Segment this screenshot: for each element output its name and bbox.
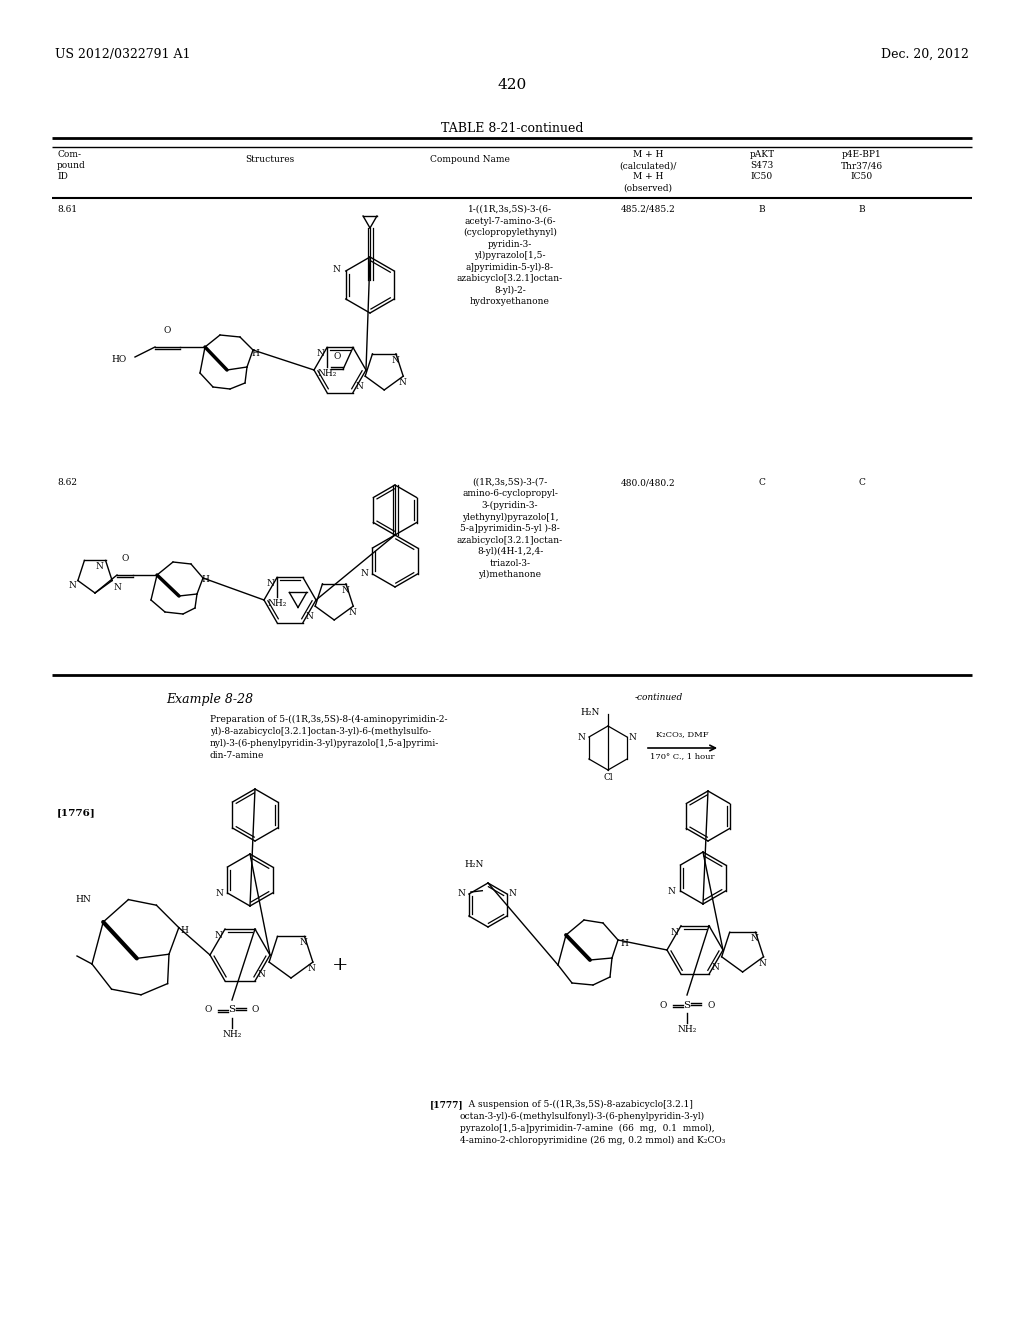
Text: pAKT
S473
IC50: pAKT S473 IC50	[750, 150, 774, 181]
Text: K₂CO₃, DMF: K₂CO₃, DMF	[655, 730, 709, 738]
Text: M + H
(calculated)/
M + H
(observed): M + H (calculated)/ M + H (observed)	[620, 150, 677, 193]
Text: N: N	[391, 356, 399, 364]
Text: S: S	[683, 1001, 690, 1010]
Text: O: O	[121, 554, 129, 564]
Text: [1777]: [1777]	[430, 1100, 464, 1109]
Text: N: N	[300, 939, 307, 948]
Text: NH₂: NH₂	[677, 1026, 696, 1034]
Text: [1776]: [1776]	[57, 808, 96, 817]
Text: H: H	[181, 925, 188, 935]
Text: HN: HN	[75, 895, 91, 904]
Text: N: N	[68, 581, 76, 590]
Text: B: B	[859, 205, 865, 214]
Text: TABLE 8-21-continued: TABLE 8-21-continued	[440, 121, 584, 135]
Text: S: S	[228, 1006, 236, 1015]
Text: A suspension of 5-((1R,3s,5S)-8-azabicyclo[3.2.1]
octan-3-yl)-6-(methylsulfonyl): A suspension of 5-((1R,3s,5S)-8-azabicyc…	[460, 1100, 725, 1144]
Text: HO: HO	[112, 355, 127, 364]
Text: N: N	[508, 890, 516, 899]
Text: N: N	[214, 931, 222, 940]
Text: N: N	[398, 379, 407, 387]
Text: O: O	[205, 1006, 212, 1015]
Text: NH₂: NH₂	[222, 1030, 242, 1039]
Text: NH₂: NH₂	[267, 599, 287, 609]
Text: N: N	[333, 264, 341, 273]
Text: N: N	[360, 569, 369, 578]
Text: +: +	[332, 956, 348, 974]
Text: N: N	[266, 579, 274, 589]
Text: 420: 420	[498, 78, 526, 92]
Text: Structures: Structures	[246, 154, 295, 164]
Text: H: H	[201, 576, 209, 585]
Text: N: N	[341, 586, 349, 595]
Text: Dec. 20, 2012: Dec. 20, 2012	[881, 48, 969, 61]
Text: NH₂: NH₂	[317, 370, 337, 379]
Text: 480.0/480.2: 480.0/480.2	[621, 478, 675, 487]
Text: N: N	[305, 611, 313, 620]
Text: N: N	[216, 888, 223, 898]
Text: US 2012/0322791 A1: US 2012/0322791 A1	[55, 48, 190, 61]
Text: B: B	[759, 205, 765, 214]
Text: N: N	[316, 350, 324, 359]
Text: 8.62: 8.62	[57, 478, 77, 487]
Text: N: N	[751, 935, 759, 944]
Text: Compound Name: Compound Name	[430, 154, 510, 164]
Text: 170° C., 1 hour: 170° C., 1 hour	[650, 752, 715, 760]
Text: Com-
pound
ID: Com- pound ID	[57, 150, 86, 181]
Text: O: O	[707, 1001, 715, 1010]
Text: O: O	[659, 1001, 667, 1010]
Text: N: N	[113, 582, 121, 591]
Text: N: N	[670, 928, 678, 937]
Text: N: N	[257, 970, 265, 979]
Text: H: H	[620, 939, 628, 948]
Text: N: N	[95, 562, 103, 572]
Text: 8.61: 8.61	[57, 205, 77, 214]
Text: Preparation of 5-((1R,3s,5S)-8-(4-aminopyrimidin-2-
yl)-8-azabicyclo[3.2.1]octan: Preparation of 5-((1R,3s,5S)-8-(4-aminop…	[210, 715, 447, 760]
Text: H₂N: H₂N	[581, 708, 600, 717]
Text: N: N	[759, 958, 766, 968]
Text: Example 8-28: Example 8-28	[167, 693, 254, 706]
Text: H: H	[251, 348, 259, 358]
Text: N: N	[457, 890, 465, 899]
Text: p4E-BP1
Thr37/46
IC50: p4E-BP1 Thr37/46 IC50	[841, 150, 883, 181]
Text: C: C	[858, 478, 865, 487]
Text: Cl: Cl	[603, 774, 612, 781]
Text: N: N	[578, 734, 585, 742]
Text: O: O	[334, 352, 341, 362]
Text: N: N	[348, 609, 356, 618]
Text: H₂N: H₂N	[464, 861, 483, 869]
Text: 1-((1R,3s,5S)-3-(6-
acetyl-7-amino-3-(6-
(cyclopropylethynyl)
pyridin-3-
yl)pyra: 1-((1R,3s,5S)-3-(6- acetyl-7-amino-3-(6-…	[457, 205, 563, 306]
Text: C: C	[759, 478, 765, 487]
Text: N: N	[668, 887, 676, 895]
Text: O: O	[252, 1006, 259, 1015]
Text: -continued: -continued	[635, 693, 683, 702]
Text: 485.2/485.2: 485.2/485.2	[621, 205, 676, 214]
Text: ((1R,3s,5S)-3-(7-
amino-6-cyclopropyl-
3-(pyridin-3-
ylethynyl)pyrazolo[1,
5-a]p: ((1R,3s,5S)-3-(7- amino-6-cyclopropyl- 3…	[457, 478, 563, 579]
Text: N: N	[308, 964, 315, 973]
Text: N: N	[628, 734, 636, 742]
Text: N: N	[711, 964, 719, 973]
Text: N: N	[355, 381, 362, 391]
Text: O: O	[163, 326, 171, 335]
